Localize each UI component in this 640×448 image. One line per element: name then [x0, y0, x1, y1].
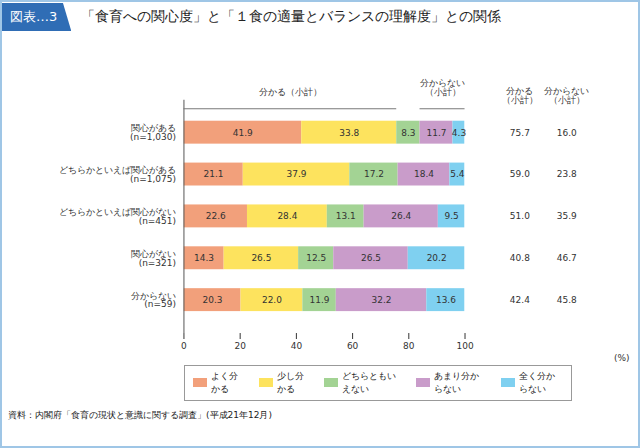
svg-text:60: 60 — [347, 341, 359, 351]
svg-text:11.7: 11.7 — [427, 128, 447, 138]
svg-text:42.4: 42.4 — [510, 295, 530, 305]
svg-text:20.2: 20.2 — [427, 253, 447, 263]
svg-text:どちらかといえば関心がある(n=1,075): どちらかといえば関心がある(n=1,075) — [59, 165, 176, 184]
svg-text:関心がない(n=321): 関心がない(n=321) — [131, 249, 176, 268]
svg-text:41.9: 41.9 — [233, 128, 253, 138]
html-text:全く分からない: 全く分からない — [518, 370, 555, 394]
svg-text:21.1: 21.1 — [204, 169, 224, 179]
svg-text:分かる（小計）: 分かる（小計） — [502, 86, 538, 105]
svg-text:51.0: 51.0 — [510, 211, 530, 221]
svg-text:35.9: 35.9 — [557, 211, 577, 221]
svg-text:40.8: 40.8 — [510, 253, 530, 263]
svg-text:11.9: 11.9 — [310, 295, 330, 305]
svg-text:関心がある(n=1,030): 関心がある(n=1,030) — [130, 123, 176, 142]
svg-text:17.2: 17.2 — [364, 169, 384, 179]
svg-text:0: 0 — [181, 341, 187, 351]
svg-text:33.8: 33.8 — [339, 128, 359, 138]
svg-text:20: 20 — [234, 341, 246, 351]
svg-text:22.6: 22.6 — [206, 211, 226, 221]
svg-text:20.3: 20.3 — [202, 295, 222, 305]
svg-text:9.5: 9.5 — [445, 211, 459, 221]
svg-text:45.8: 45.8 — [557, 295, 577, 305]
svg-text:4.3: 4.3 — [452, 128, 466, 138]
svg-text:26.5: 26.5 — [361, 253, 381, 263]
svg-text:75.7: 75.7 — [510, 128, 530, 138]
svg-text:23.8: 23.8 — [557, 169, 577, 179]
svg-text:12.5: 12.5 — [306, 253, 326, 263]
svg-text:5.4: 5.4 — [450, 169, 465, 179]
svg-text:22.0: 22.0 — [262, 295, 282, 305]
svg-text:どちらかといえば関心がない(n=451): どちらかといえば関心がない(n=451) — [59, 207, 176, 226]
html-text:資料：内閣府「食育の現状と意識に関する調査」(平成21年12: 資料：内閣府「食育の現状と意識に関する調査」(平成21年12月) — [8, 409, 272, 420]
svg-text:分からない(n=59): 分からない(n=59) — [131, 291, 176, 310]
html-text:少し分かる: 少し分かる — [276, 370, 304, 394]
html-text:「食育への関心度」と「１食の適量とバランスの理解度」との関係: 「食育への関心度」と「１食の適量とバランスの理解度」との関係 — [81, 8, 502, 24]
html-text:図表…3: 図表…3 — [10, 9, 58, 24]
svg-text:80: 80 — [403, 341, 415, 351]
svg-text:分からない（小計）: 分からない（小計） — [544, 86, 589, 105]
svg-text:40: 40 — [291, 341, 303, 351]
svg-text:14.3: 14.3 — [194, 253, 214, 263]
svg-text:13.6: 13.6 — [436, 295, 456, 305]
html-text:どちらともいえない: どちらともいえない — [342, 370, 397, 394]
svg-text:13.1: 13.1 — [336, 211, 356, 221]
svg-text:26.4: 26.4 — [391, 211, 411, 221]
svg-text:分からない（小計）: 分からない（小計） — [420, 78, 465, 97]
svg-text:8.3: 8.3 — [401, 128, 415, 138]
html-text:よく分かる: よく分かる — [211, 370, 238, 394]
svg-text:(%): (%) — [614, 353, 630, 363]
svg-text:16.0: 16.0 — [557, 128, 577, 138]
html-text:あまり分からない: あまり分からない — [433, 370, 479, 394]
svg-text:59.0: 59.0 — [510, 169, 530, 179]
svg-text:100: 100 — [456, 341, 473, 351]
svg-text:分かる（小計）: 分かる（小計） — [259, 87, 322, 97]
svg-text:26.5: 26.5 — [251, 253, 271, 263]
svg-text:28.4: 28.4 — [277, 211, 297, 221]
svg-text:32.2: 32.2 — [372, 295, 392, 305]
svg-text:37.9: 37.9 — [287, 169, 307, 179]
svg-text:18.4: 18.4 — [414, 169, 434, 179]
svg-text:46.7: 46.7 — [557, 253, 577, 263]
